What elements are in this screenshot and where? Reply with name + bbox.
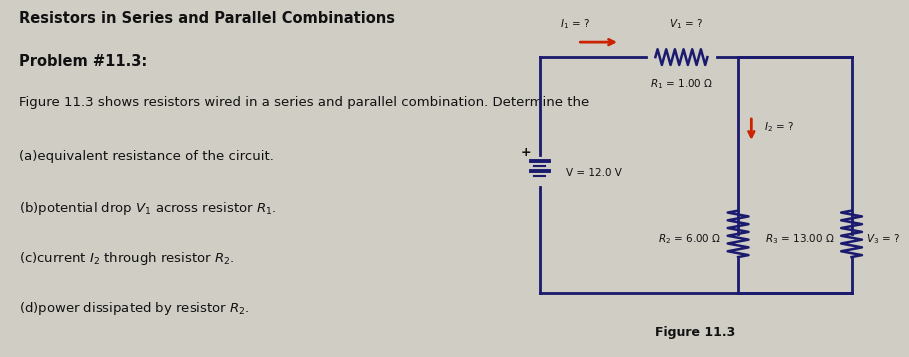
Text: $R_2$ = 6.00 Ω: $R_2$ = 6.00 Ω	[658, 232, 722, 246]
Text: V = 12.0 V: V = 12.0 V	[565, 168, 622, 178]
Text: Figure 11.3 shows resistors wired in a series and parallel combination. Determin: Figure 11.3 shows resistors wired in a s…	[19, 96, 589, 109]
Text: $I_2$ = ?: $I_2$ = ?	[764, 120, 794, 134]
Text: Resistors in Series and Parallel Combinations: Resistors in Series and Parallel Combina…	[19, 11, 395, 26]
Text: $R_3$ = 13.00 Ω: $R_3$ = 13.00 Ω	[765, 232, 835, 246]
Text: +: +	[521, 146, 532, 159]
Text: $V_3$ = ?: $V_3$ = ?	[865, 232, 900, 246]
Text: $V_1$ = ?: $V_1$ = ?	[669, 17, 704, 31]
Text: (b)potential drop $V_1$ across resistor $R_1$.: (b)potential drop $V_1$ across resistor …	[19, 200, 276, 217]
Text: Problem #11.3:: Problem #11.3:	[19, 54, 147, 69]
Text: $R_1$ = 1.00 Ω: $R_1$ = 1.00 Ω	[650, 77, 713, 91]
Text: $I_1$ = ?: $I_1$ = ?	[560, 17, 590, 31]
Text: (c)current $I_2$ through resistor $R_2$.: (c)current $I_2$ through resistor $R_2$.	[19, 250, 235, 267]
Text: (a)equivalent resistance of the circuit.: (a)equivalent resistance of the circuit.	[19, 150, 274, 163]
Text: Figure 11.3: Figure 11.3	[655, 326, 735, 339]
Text: (d)power dissipated by resistor $R_2$.: (d)power dissipated by resistor $R_2$.	[19, 300, 250, 317]
